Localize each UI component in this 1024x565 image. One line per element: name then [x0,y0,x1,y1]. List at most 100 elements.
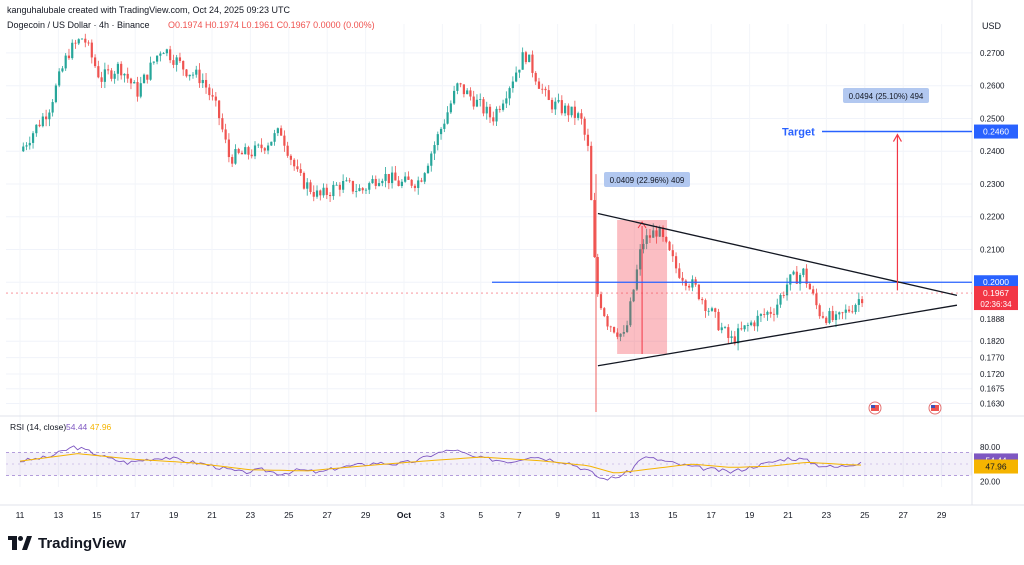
candle [547,85,550,101]
candle [64,53,67,71]
candle-body [629,301,632,326]
candle-body [175,57,178,65]
candle-body [580,113,583,119]
candle-body [64,55,67,69]
candle-body [172,60,175,65]
candle-body [185,69,188,77]
candle [828,307,831,325]
candle-body [77,39,80,44]
candle [306,178,309,196]
candle [188,74,191,81]
candle-body [652,230,655,238]
candle-body [426,165,430,174]
time-tick-label: 9 [555,510,560,520]
candle-body [38,124,41,127]
candle [674,252,678,274]
candle-body [286,145,289,156]
candle-body [22,146,25,152]
candle-body [116,63,120,74]
candle [283,130,286,152]
price-tick-label: 0.2300 [980,180,1005,189]
candle [492,111,495,126]
candle [413,183,417,192]
drop-measure-text: 0.0409 (22.96%) 409 [610,176,685,185]
candle [521,47,524,70]
candle [730,330,733,343]
candle [71,39,74,60]
candle [146,74,149,84]
candle [335,182,338,186]
candle [61,66,64,73]
candles [22,33,864,412]
candle [580,109,583,125]
rsi-ma-axis-label-box [974,459,1018,474]
candle [276,127,279,137]
candle [717,308,720,331]
rsi-title-ma-value: 47.96 [90,422,112,432]
candle [586,128,590,152]
candle [302,171,306,190]
drop-measure-label: 0.0409 (22.96%) 409 [604,172,690,187]
candle-body [120,63,123,76]
price-axis-currency: USD [982,21,1002,31]
candle [815,288,818,310]
brand: TradingView [8,532,126,554]
event-icon-canton [931,405,935,408]
candle-body [688,285,691,288]
candle-body [763,314,766,315]
candle [201,73,204,88]
candle [195,65,198,78]
candle [41,113,44,128]
candle [857,292,860,312]
countdown-text: 02:36:34 [980,300,1012,309]
candle-body [472,96,475,107]
candle-body [430,153,433,166]
candle [498,105,501,113]
candle [185,68,188,78]
candle-body [302,172,306,189]
candle-body [159,53,162,56]
overlays: 0.0409 (22.96%) 409 Target 0.0494 (25.10%)… [6,88,972,415]
candle-body [162,53,165,55]
candle-body [342,180,345,190]
candle [387,173,390,190]
candle-body [67,55,71,59]
candle-body [129,78,133,84]
candle-body [312,191,315,197]
candle [211,88,214,101]
candle [501,99,505,112]
candle [844,304,847,320]
candle-body [599,294,603,309]
candle-body [407,176,410,180]
candle-body [266,145,270,151]
candle-body [136,82,139,97]
candle-body [332,184,335,197]
candle [377,178,381,187]
candle [133,80,136,84]
candle-body [146,74,149,80]
time-tick-label: 11 [592,510,601,520]
candle-body [815,293,818,306]
candle [237,147,240,155]
candle-body [113,73,116,79]
level-axis-label-text: 0.2000 [983,277,1009,287]
candle [74,39,77,49]
candle-body [769,311,772,314]
candle-body [397,180,400,186]
candle-body [482,99,485,114]
level-axis-label-box [974,275,1018,290]
candle [776,298,779,318]
candle-body [142,74,146,84]
candle-body [577,113,580,118]
candle-body [41,116,44,127]
candle-body [596,257,599,295]
candle-body [371,178,374,184]
candle-body [299,169,302,173]
candle-body [586,134,590,146]
candle [430,151,433,172]
candle-body [123,73,126,76]
candle-body [260,144,263,149]
candle-body [103,69,106,82]
candle [838,311,841,320]
